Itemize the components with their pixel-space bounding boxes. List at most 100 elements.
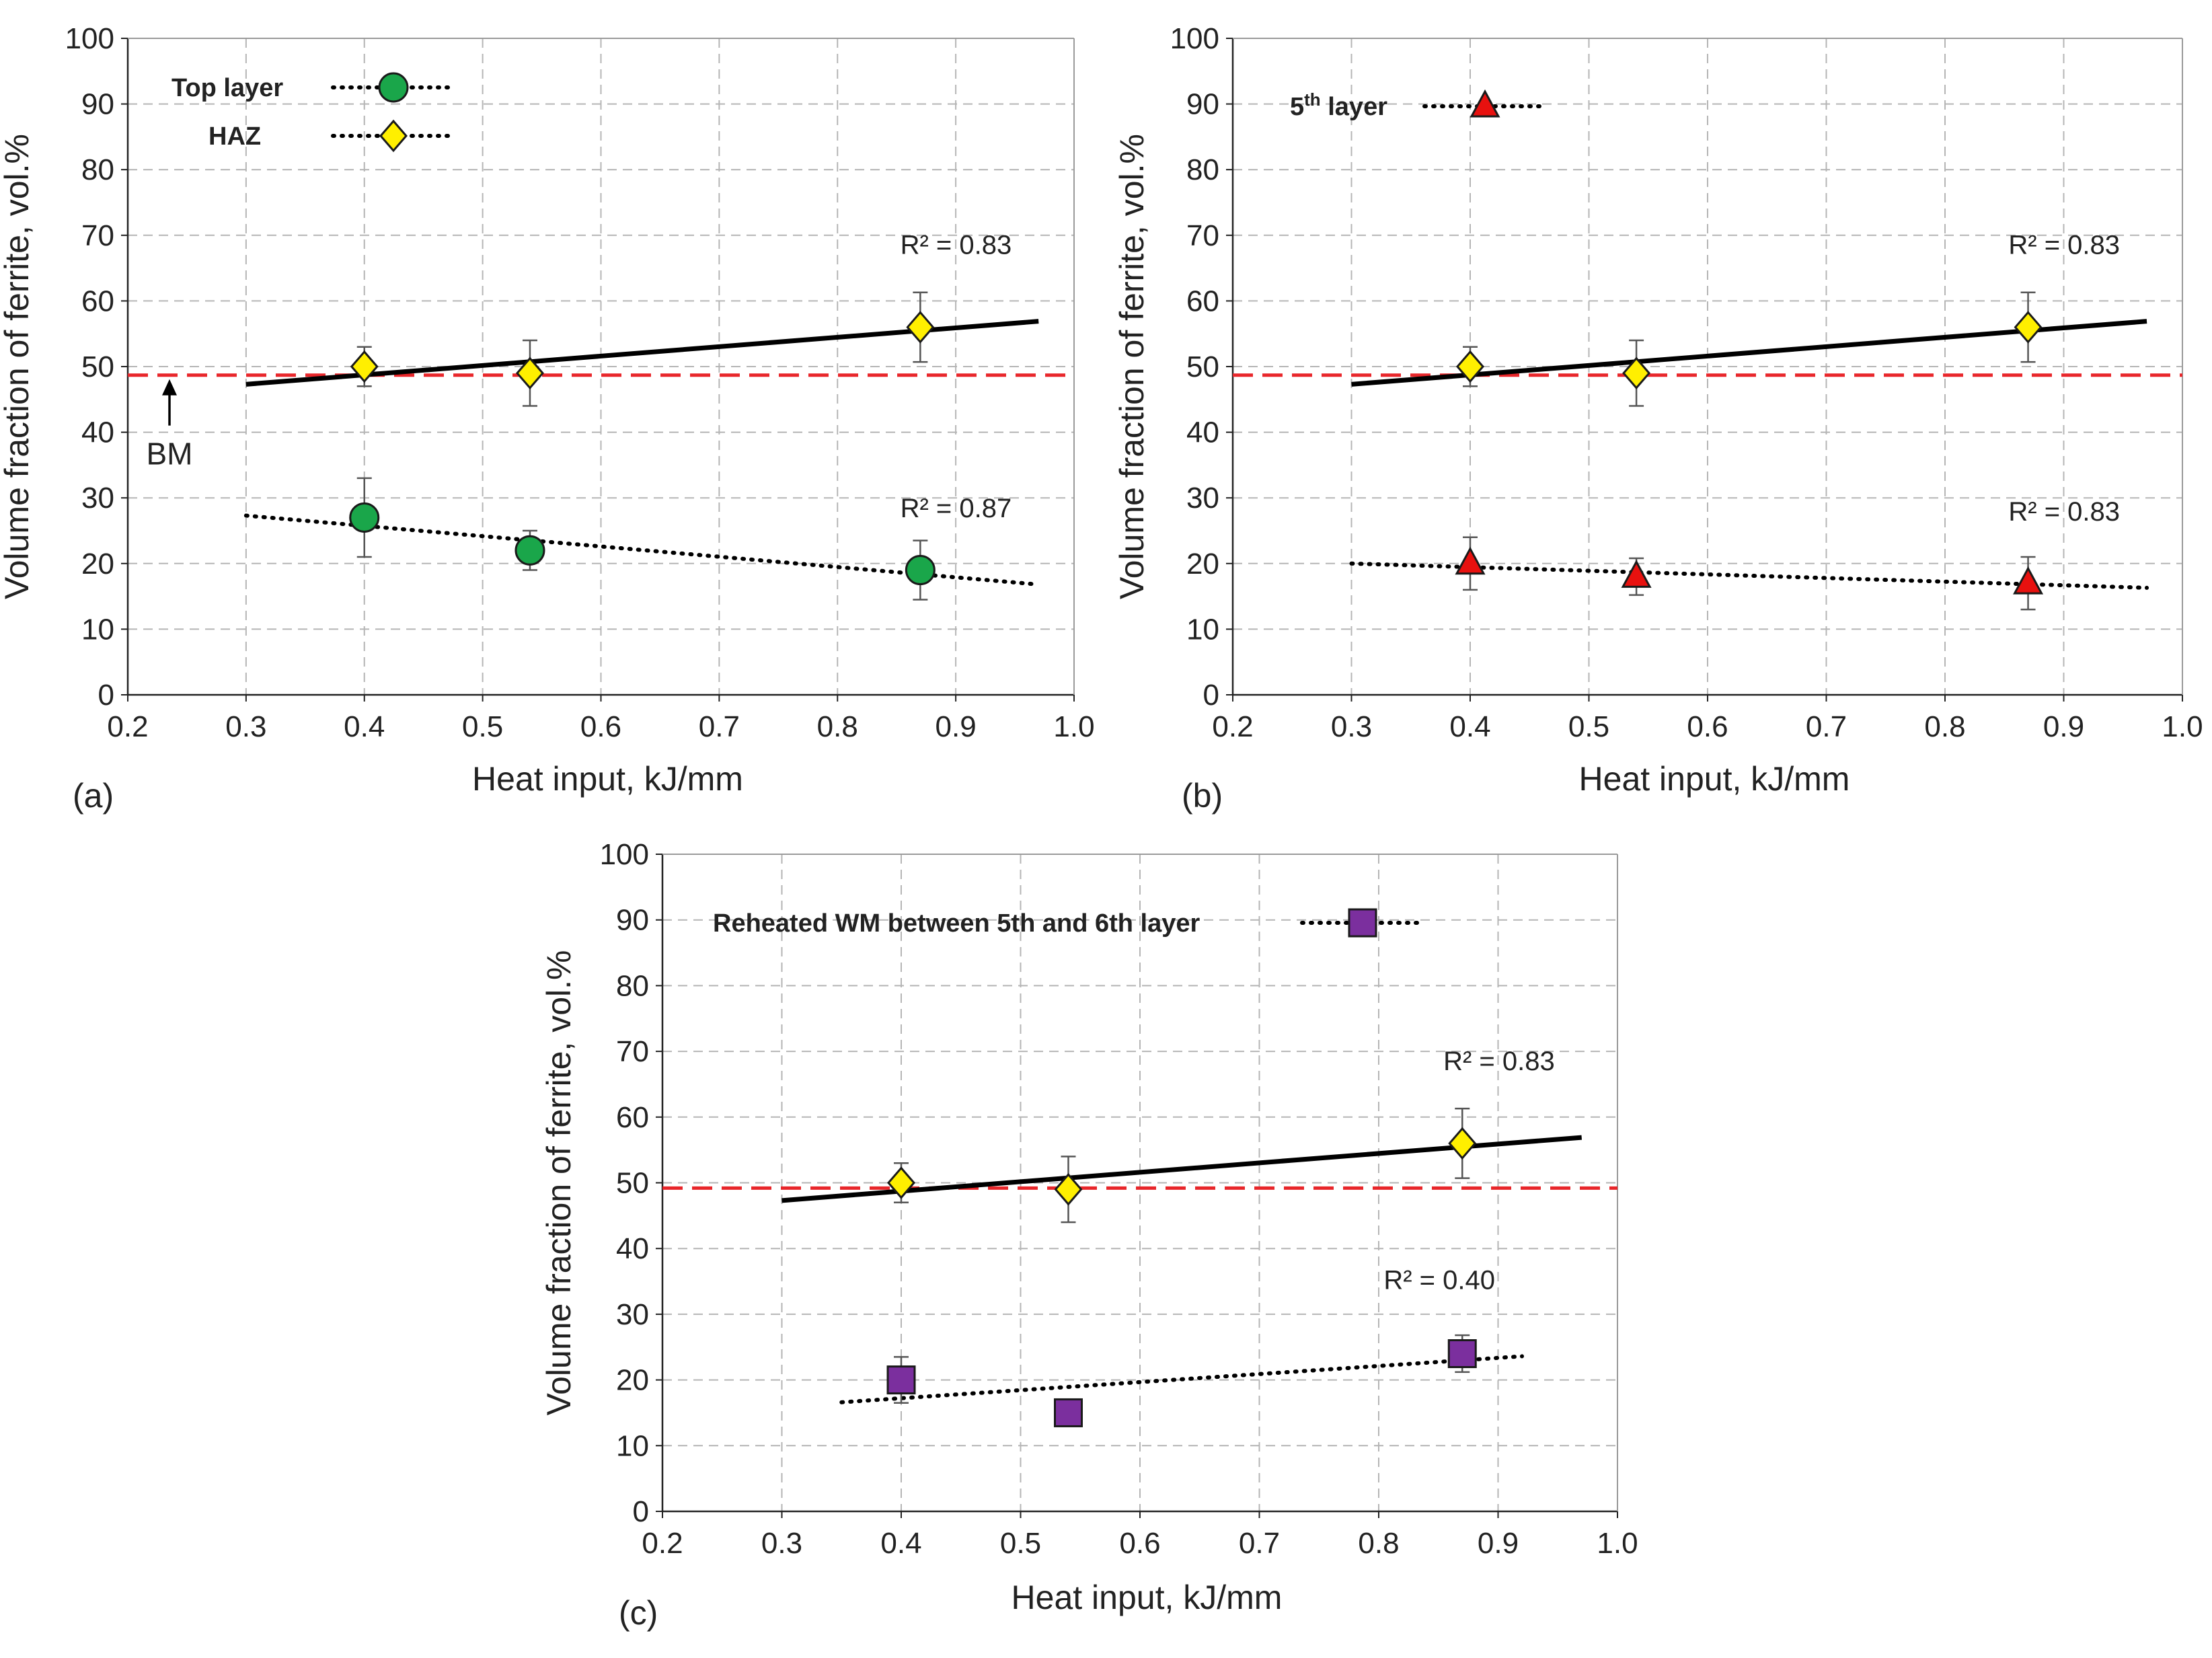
legend-marker-diamond (379, 119, 408, 153)
x-axis-title: Heat input, kJ/mm (1012, 1579, 1283, 1616)
x-axis-title: Heat input, kJ/mm (1579, 760, 1850, 798)
x-tick-label: 0.7 (699, 710, 740, 743)
y-tick-label: 50 (81, 350, 114, 383)
data-point-diamond (515, 356, 544, 390)
panel-label: (a) (73, 777, 114, 815)
y-tick-label: 0 (98, 679, 114, 712)
y-tick-label: 70 (81, 219, 114, 252)
data-point-triangle (1621, 560, 1652, 588)
y-tick-label: 80 (81, 153, 114, 186)
x-tick-label: 0.4 (880, 1527, 921, 1560)
data-point-circle (349, 502, 380, 533)
data-point-triangle (2013, 566, 2044, 595)
series: R² = 0.83 (1349, 497, 2149, 611)
y-tick-label: 0 (1203, 679, 1219, 712)
data-point-triangle (1455, 546, 1486, 575)
legend-label: 5th layer (1290, 89, 1387, 121)
data-point-circle (905, 555, 936, 586)
y-tick-label: 90 (616, 904, 649, 937)
chart-panel-a: 0 10 20 30 40 50 60 70 80 90 100 0.2 0.3 0.4 0.5 0.6 0.7… (0, 22, 1095, 815)
data-point-square (1447, 1339, 1477, 1369)
legend-label: HAZ (208, 122, 261, 151)
y-tick-label: 100 (65, 22, 114, 55)
r2-label: R² = 0.83 (2008, 231, 2120, 260)
legend-label: Top layer (171, 74, 283, 102)
y-tick-label: 0 (633, 1495, 649, 1528)
x-tick-label: 0.5 (462, 710, 503, 743)
legend-marker-square (1348, 908, 1377, 938)
x-tick-label: 0.8 (817, 710, 858, 743)
y-tick-label: 50 (1186, 350, 1219, 383)
y-tick-label: 30 (1186, 482, 1219, 515)
x-axis-title: Heat input, kJ/mm (472, 760, 743, 798)
y-tick-label: 20 (1186, 548, 1219, 580)
y-axis-title: Volume fraction of ferrite, vol.% (540, 950, 578, 1416)
x-tick-label: 0.5 (1568, 710, 1609, 743)
y-tick-label: 50 (616, 1167, 649, 1200)
legend-marker-triangle (1470, 89, 1500, 118)
data-point-diamond (887, 1166, 915, 1199)
legend-label: Reheated WM between 5th and 6th layer (713, 909, 1200, 938)
r2-label: R² = 0.83 (901, 231, 1012, 260)
y-tick-label: 90 (1186, 88, 1219, 121)
trend-line (839, 1354, 1524, 1404)
y-axis-title: Volume fraction of ferrite, vol.% (0, 134, 36, 599)
x-tick-label: 0.8 (1358, 1527, 1399, 1560)
y-tick-label: 30 (616, 1298, 649, 1331)
y-tick-label: 10 (616, 1429, 649, 1462)
x-tick-label: 1.0 (2162, 710, 2203, 743)
legend: Top layer HAZ (171, 72, 456, 153)
data-point-diamond (1054, 1172, 1083, 1206)
y-tick-label: 70 (616, 1035, 649, 1068)
x-tick-label: 0.9 (936, 710, 977, 743)
gridlines (662, 854, 1618, 1511)
series: R² = 0.83 (1351, 231, 2147, 407)
y-tick-label: 10 (1186, 613, 1219, 646)
x-tick-label: 0.7 (1239, 1527, 1280, 1560)
data-point-diamond (2014, 311, 2043, 344)
x-tick-label: 0.7 (1806, 710, 1847, 743)
panel-label: (b) (1182, 777, 1223, 815)
y-tick-label: 80 (616, 969, 649, 1002)
y-tick-label: 100 (600, 838, 649, 871)
y-tick-label: 60 (616, 1101, 649, 1134)
x-tick-label: 0.2 (1212, 710, 1253, 743)
x-tick-label: 0.6 (1119, 1527, 1160, 1560)
y-tick-label: 20 (81, 548, 114, 580)
trend-line (781, 1135, 1582, 1203)
y-axis-title: Volume fraction of ferrite, vol.% (1113, 134, 1151, 599)
x-tick-label: 0.2 (642, 1527, 683, 1560)
bm-arrow-head (162, 379, 177, 395)
x-tick-label: 0.3 (225, 710, 266, 743)
y-tick-label: 10 (81, 613, 114, 646)
legend-label-superscript: th (1304, 89, 1321, 110)
trend-line (1351, 319, 2147, 387)
data-point-square (1054, 1398, 1083, 1427)
y-tick-label: 30 (81, 482, 114, 515)
series: R² = 0.83 (245, 231, 1039, 407)
bm-label: BM (147, 437, 193, 472)
data-point-diamond (350, 350, 379, 383)
y-tick-label: 60 (81, 285, 114, 317)
y-tick-label: 40 (1186, 416, 1219, 449)
series: R² = 0.83 (781, 1047, 1582, 1223)
data-point-diamond (906, 311, 935, 344)
data-point-diamond (1448, 1127, 1477, 1160)
r2-label: R² = 0.87 (901, 494, 1012, 523)
series: R² = 0.87 (243, 477, 1041, 601)
legend-marker-circle (378, 72, 409, 103)
gridlines (128, 38, 1075, 695)
x-tick-label: 0.4 (344, 710, 385, 743)
y-tick-label: 70 (1186, 219, 1219, 252)
r2-label: R² = 0.83 (1443, 1047, 1555, 1076)
x-tick-label: 0.3 (761, 1527, 802, 1560)
x-tick-label: 1.0 (1597, 1527, 1638, 1560)
data-point-diamond (1622, 356, 1651, 390)
legend: Reheated WM between 5th and 6th layer (713, 908, 1425, 938)
x-tick-label: 0.9 (1478, 1527, 1519, 1560)
data-point-square (886, 1365, 916, 1395)
data-point-circle (514, 535, 545, 566)
y-tick-label: 20 (616, 1364, 649, 1397)
trend-line (245, 319, 1039, 387)
